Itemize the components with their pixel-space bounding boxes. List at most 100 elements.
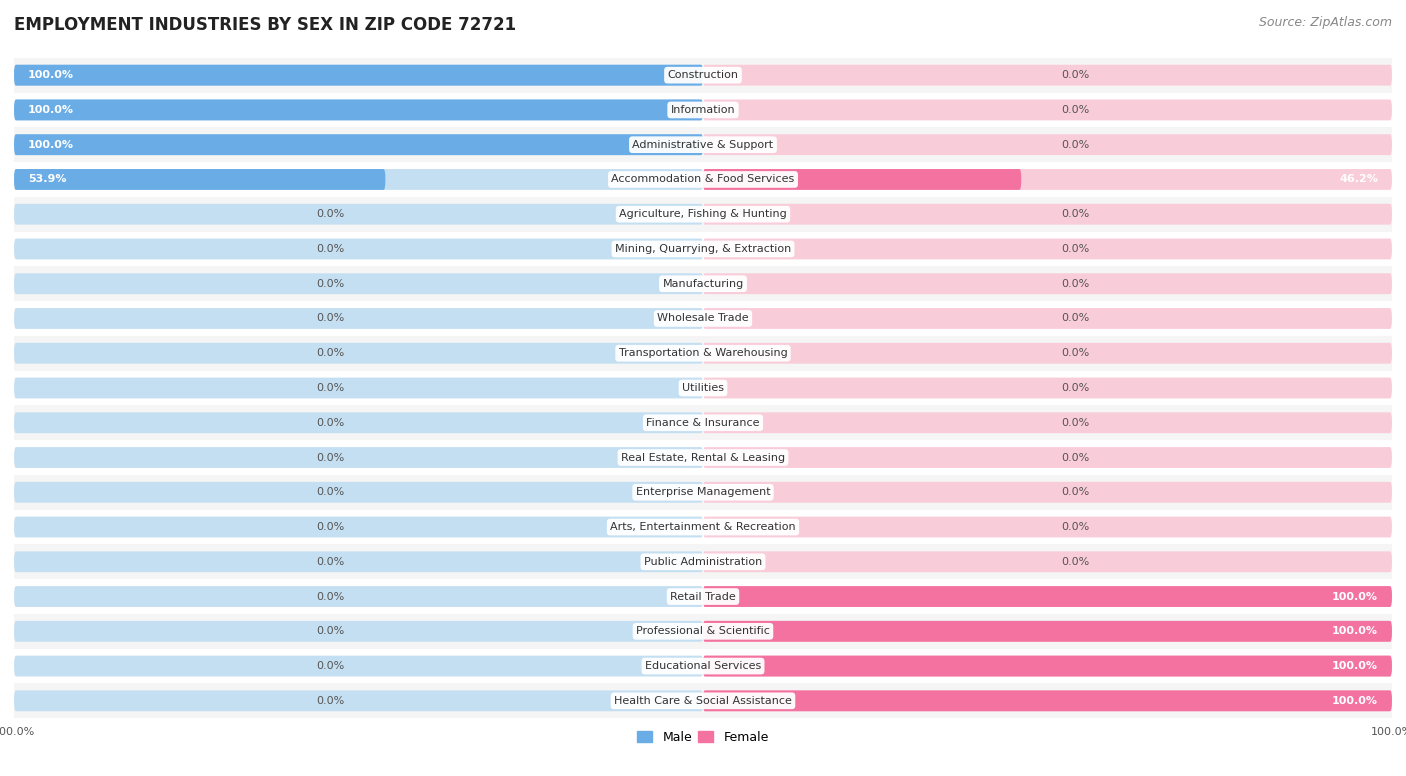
FancyBboxPatch shape	[703, 482, 1392, 503]
Text: 0.0%: 0.0%	[316, 522, 344, 532]
Text: 0.0%: 0.0%	[316, 279, 344, 289]
Text: 0.0%: 0.0%	[1062, 140, 1090, 150]
FancyBboxPatch shape	[14, 99, 703, 120]
Text: 100.0%: 100.0%	[28, 140, 75, 150]
FancyBboxPatch shape	[703, 273, 1392, 294]
Text: Accommodation & Food Services: Accommodation & Food Services	[612, 175, 794, 185]
FancyBboxPatch shape	[703, 204, 1392, 224]
Text: 0.0%: 0.0%	[316, 348, 344, 359]
Text: 0.0%: 0.0%	[1062, 522, 1090, 532]
FancyBboxPatch shape	[14, 204, 703, 224]
FancyBboxPatch shape	[703, 586, 1392, 607]
FancyBboxPatch shape	[703, 656, 1392, 677]
Text: Public Administration: Public Administration	[644, 557, 762, 566]
Text: 100.0%: 100.0%	[1331, 661, 1378, 671]
FancyBboxPatch shape	[703, 586, 1392, 607]
FancyBboxPatch shape	[703, 517, 1392, 538]
FancyBboxPatch shape	[14, 169, 385, 190]
FancyBboxPatch shape	[14, 99, 703, 120]
Text: Real Estate, Rental & Leasing: Real Estate, Rental & Leasing	[621, 452, 785, 462]
Text: 0.0%: 0.0%	[1062, 348, 1090, 359]
Bar	[14, 336, 1392, 371]
FancyBboxPatch shape	[703, 691, 1392, 712]
Text: Information: Information	[671, 105, 735, 115]
Text: Transportation & Warehousing: Transportation & Warehousing	[619, 348, 787, 359]
FancyBboxPatch shape	[14, 482, 703, 503]
FancyBboxPatch shape	[703, 378, 1392, 398]
Text: 0.0%: 0.0%	[316, 314, 344, 324]
FancyBboxPatch shape	[703, 238, 1392, 259]
Legend: Male, Female: Male, Female	[633, 726, 773, 749]
Bar	[14, 127, 1392, 162]
Bar	[14, 579, 1392, 614]
Bar	[14, 371, 1392, 405]
Text: Administrative & Support: Administrative & Support	[633, 140, 773, 150]
Text: Enterprise Management: Enterprise Management	[636, 487, 770, 497]
Text: 0.0%: 0.0%	[1062, 210, 1090, 219]
Text: 0.0%: 0.0%	[1062, 557, 1090, 566]
FancyBboxPatch shape	[703, 169, 1392, 190]
Text: Mining, Quarrying, & Extraction: Mining, Quarrying, & Extraction	[614, 244, 792, 254]
FancyBboxPatch shape	[14, 552, 703, 572]
FancyBboxPatch shape	[703, 447, 1392, 468]
Text: Agriculture, Fishing & Hunting: Agriculture, Fishing & Hunting	[619, 210, 787, 219]
FancyBboxPatch shape	[703, 621, 1392, 642]
FancyBboxPatch shape	[14, 517, 703, 538]
Text: 0.0%: 0.0%	[1062, 105, 1090, 115]
Bar	[14, 197, 1392, 231]
Text: 46.2%: 46.2%	[1340, 175, 1378, 185]
FancyBboxPatch shape	[703, 412, 1392, 433]
Text: 0.0%: 0.0%	[316, 557, 344, 566]
Text: Source: ZipAtlas.com: Source: ZipAtlas.com	[1258, 16, 1392, 29]
Text: 0.0%: 0.0%	[316, 417, 344, 428]
FancyBboxPatch shape	[14, 586, 703, 607]
FancyBboxPatch shape	[14, 656, 703, 677]
FancyBboxPatch shape	[703, 343, 1392, 364]
Bar	[14, 684, 1392, 719]
FancyBboxPatch shape	[14, 64, 703, 85]
FancyBboxPatch shape	[14, 273, 703, 294]
FancyBboxPatch shape	[14, 169, 703, 190]
Text: 0.0%: 0.0%	[1062, 487, 1090, 497]
Text: Professional & Scientific: Professional & Scientific	[636, 626, 770, 636]
Bar	[14, 649, 1392, 684]
Text: Retail Trade: Retail Trade	[671, 591, 735, 601]
Text: 0.0%: 0.0%	[1062, 417, 1090, 428]
Text: 0.0%: 0.0%	[316, 452, 344, 462]
FancyBboxPatch shape	[703, 134, 1392, 155]
Text: Educational Services: Educational Services	[645, 661, 761, 671]
Text: Arts, Entertainment & Recreation: Arts, Entertainment & Recreation	[610, 522, 796, 532]
Text: 0.0%: 0.0%	[316, 487, 344, 497]
FancyBboxPatch shape	[14, 378, 703, 398]
FancyBboxPatch shape	[703, 691, 1392, 712]
Text: 0.0%: 0.0%	[1062, 383, 1090, 393]
Bar	[14, 475, 1392, 510]
Bar	[14, 510, 1392, 545]
Bar	[14, 231, 1392, 266]
Text: Manufacturing: Manufacturing	[662, 279, 744, 289]
FancyBboxPatch shape	[703, 169, 1021, 190]
Text: 0.0%: 0.0%	[316, 626, 344, 636]
Bar	[14, 405, 1392, 440]
Text: Construction: Construction	[668, 70, 738, 80]
Bar	[14, 92, 1392, 127]
FancyBboxPatch shape	[14, 447, 703, 468]
FancyBboxPatch shape	[703, 621, 1392, 642]
FancyBboxPatch shape	[14, 343, 703, 364]
FancyBboxPatch shape	[14, 64, 703, 85]
Bar	[14, 162, 1392, 197]
FancyBboxPatch shape	[14, 621, 703, 642]
Text: 0.0%: 0.0%	[1062, 244, 1090, 254]
Text: 53.9%: 53.9%	[28, 175, 66, 185]
Text: Wholesale Trade: Wholesale Trade	[657, 314, 749, 324]
FancyBboxPatch shape	[14, 238, 703, 259]
FancyBboxPatch shape	[703, 308, 1392, 329]
FancyBboxPatch shape	[703, 656, 1392, 677]
Bar	[14, 614, 1392, 649]
Bar	[14, 266, 1392, 301]
FancyBboxPatch shape	[14, 308, 703, 329]
FancyBboxPatch shape	[14, 691, 703, 712]
Text: 100.0%: 100.0%	[28, 105, 75, 115]
Text: 0.0%: 0.0%	[316, 591, 344, 601]
Bar	[14, 301, 1392, 336]
